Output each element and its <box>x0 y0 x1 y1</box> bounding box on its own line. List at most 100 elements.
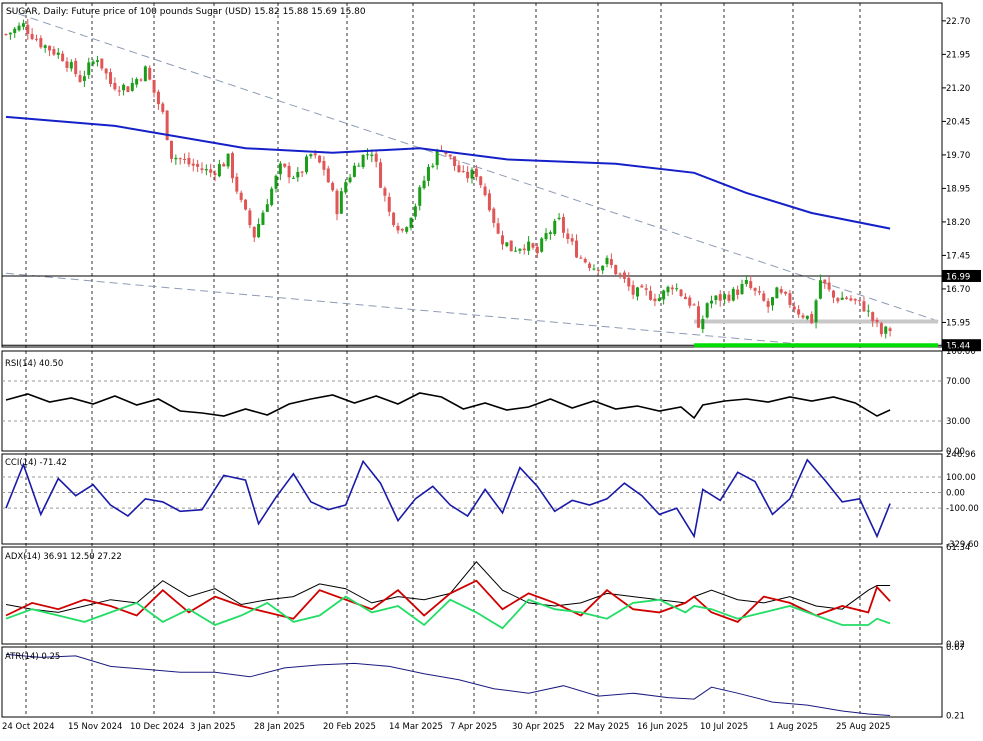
candle-body <box>87 62 91 75</box>
candle-body <box>509 240 513 252</box>
candle-body <box>204 169 208 171</box>
price-trendline <box>5 9 943 323</box>
candle-body <box>426 166 430 181</box>
candle-body <box>740 284 744 295</box>
candle-body <box>156 91 160 105</box>
adx-minus-di-line <box>5 595 891 630</box>
candle-body <box>692 304 696 306</box>
candle-body <box>836 298 840 302</box>
candle-body <box>683 296 687 300</box>
candle-body <box>361 154 365 168</box>
candle-body <box>797 309 801 315</box>
candle-body <box>858 300 862 302</box>
candle-body <box>718 294 722 301</box>
candle-body <box>8 32 12 35</box>
atr-label: ATR(14) 0.25 <box>5 652 60 662</box>
candle-body <box>274 175 278 189</box>
candle-body <box>104 68 108 74</box>
x-axis-label: 15 Nov 2024 <box>68 722 122 732</box>
candle-body <box>592 268 596 270</box>
price-tick-label: 15.95 <box>946 318 970 328</box>
price-tick-label: 21.95 <box>946 50 970 60</box>
candle-body <box>627 277 631 287</box>
candle-body <box>148 67 152 80</box>
candle-body <box>379 162 383 188</box>
candle-body <box>161 103 165 112</box>
price-tick-label: 17.45 <box>946 251 970 261</box>
candle-body <box>766 301 770 307</box>
candle-body <box>444 151 448 154</box>
candle-body <box>753 287 757 291</box>
x-axis-label: 22 May 2025 <box>574 722 629 732</box>
candle-body <box>527 241 531 251</box>
candle-body <box>95 60 99 62</box>
candle-body <box>61 53 65 62</box>
atr-line <box>5 653 891 716</box>
candle-body <box>396 225 400 231</box>
candle-body <box>339 191 343 214</box>
candle-body <box>265 204 269 212</box>
candle-body <box>792 306 796 310</box>
candle-body <box>500 235 504 245</box>
candle-body <box>335 190 339 215</box>
candle-body <box>178 158 182 160</box>
candle-body <box>82 76 86 81</box>
candle-body <box>39 38 43 48</box>
candle-body <box>431 165 435 167</box>
x-axis-label: 10 Jul 2025 <box>700 722 748 732</box>
cci-tick-label: 246.96 <box>946 450 976 460</box>
candle-body <box>309 154 313 157</box>
candle-body <box>818 280 822 299</box>
candle-body <box>453 156 457 167</box>
candle-body <box>252 226 256 238</box>
candle-body <box>117 90 121 92</box>
adx-tick-label: 0.02 <box>946 640 965 650</box>
x-axis-label: 25 Aug 2025 <box>836 722 890 732</box>
candle-body <box>535 246 539 254</box>
candle-body <box>540 238 544 252</box>
candle-body <box>884 326 888 334</box>
candle-body <box>374 153 378 162</box>
candle-body <box>871 312 875 322</box>
candle-body <box>614 264 618 275</box>
candle-body <box>387 196 391 212</box>
price-label-box <box>942 339 981 352</box>
rsi-tick-label: 0.00 <box>946 447 965 457</box>
candle-body <box>723 294 727 300</box>
candle-body <box>631 285 635 295</box>
candle-body <box>43 45 47 48</box>
price-tick-label: 22.70 <box>946 17 970 27</box>
candle-body <box>113 82 117 90</box>
panel-frame-cci <box>1 453 943 545</box>
candle-body <box>213 173 217 176</box>
candle-body <box>553 220 557 235</box>
candle-body <box>570 238 574 242</box>
rsi-line <box>5 392 891 420</box>
price-tick-label: 20.45 <box>946 117 970 127</box>
cci-tick-label: -329.60 <box>946 540 979 550</box>
candle-body <box>622 272 626 279</box>
candle-body <box>496 223 500 234</box>
candle-body <box>487 193 491 211</box>
x-axis-label: 1 Aug 2025 <box>769 722 818 732</box>
candle-body <box>91 61 95 65</box>
rsi-tick-label: 70.00 <box>946 377 970 387</box>
candle-body <box>618 273 622 275</box>
candle-body <box>357 165 361 167</box>
candle-body <box>74 60 78 75</box>
candle-body <box>56 52 60 55</box>
candle-body <box>805 315 809 319</box>
candle-body <box>566 233 570 240</box>
candle-body <box>300 171 304 173</box>
candle-body <box>52 49 56 55</box>
candle-body <box>435 149 439 166</box>
candle-body <box>827 282 831 290</box>
candle-body <box>575 240 579 258</box>
candle-body <box>601 265 605 271</box>
candle-body <box>278 163 282 175</box>
candle-body <box>130 82 134 91</box>
candle-body <box>670 287 674 290</box>
candle-body <box>48 45 52 51</box>
candle-body <box>714 295 718 301</box>
